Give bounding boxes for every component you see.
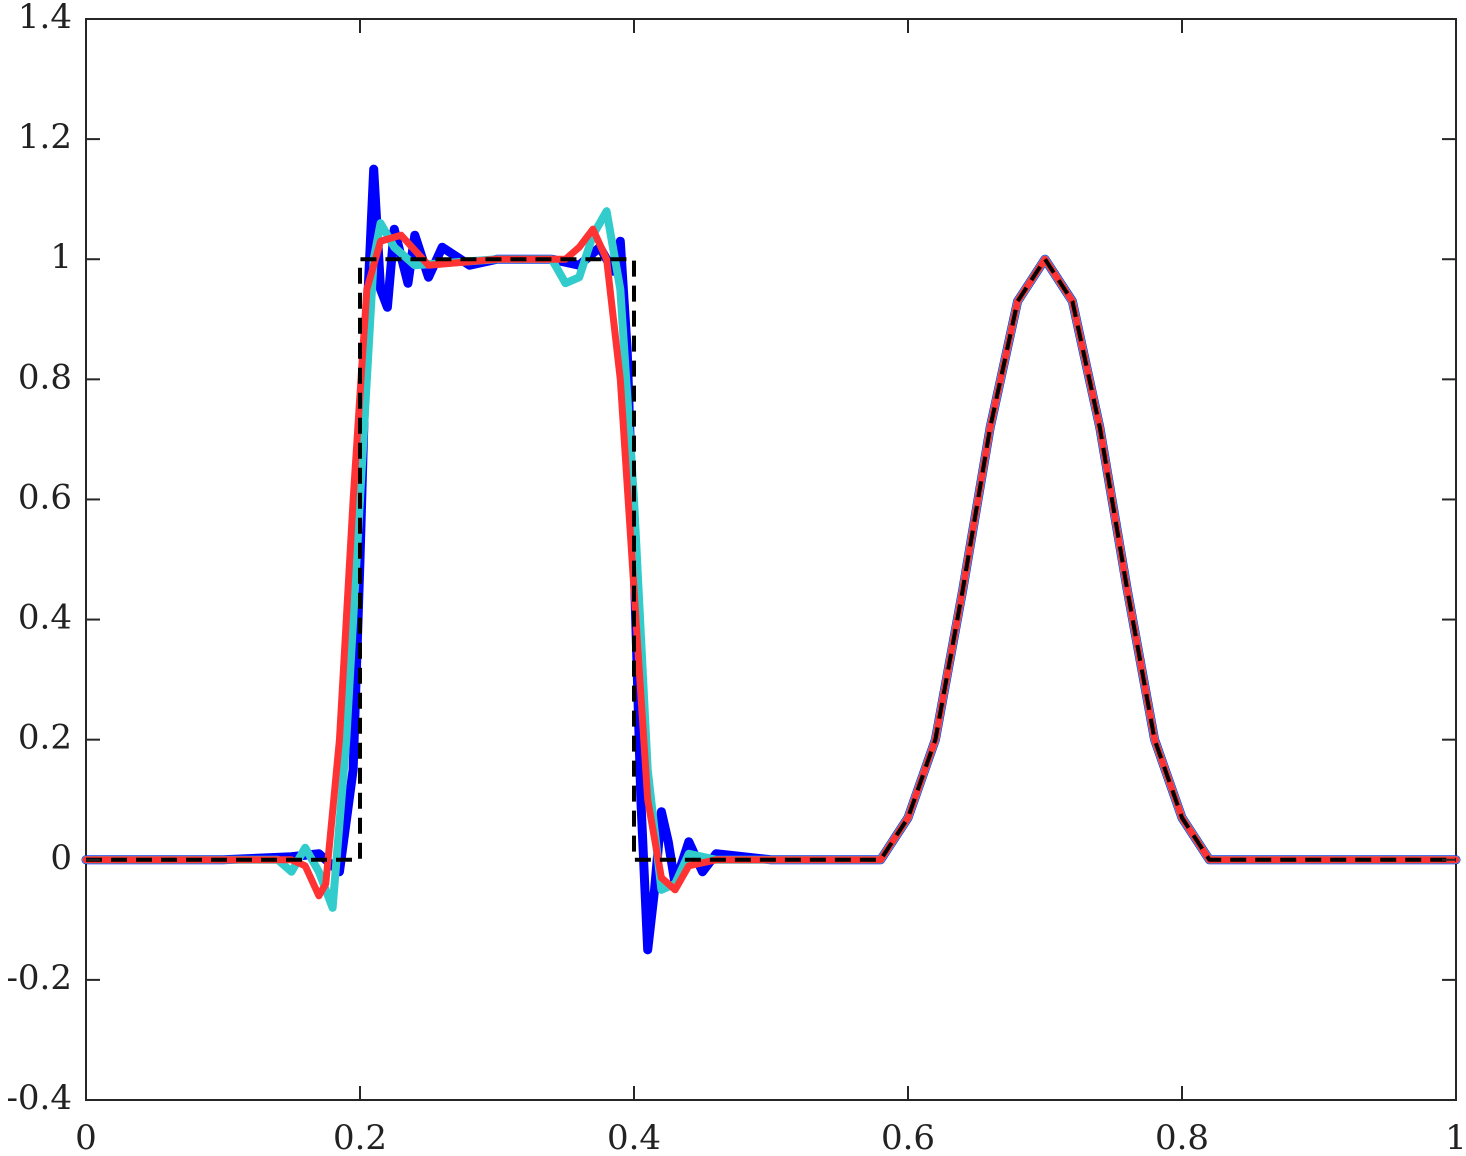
y-tick-label: -0.4 bbox=[6, 1078, 72, 1118]
y-tick-label: 1.2 bbox=[18, 117, 72, 157]
x-tick-label: 0.8 bbox=[1155, 1118, 1209, 1156]
x-tick-label: 1 bbox=[1445, 1118, 1466, 1156]
y-tick-label: 1.4 bbox=[18, 0, 72, 37]
y-tick-label: 1 bbox=[50, 237, 72, 277]
y-tick-label: 0.2 bbox=[18, 718, 72, 758]
x-tick-label: 0.4 bbox=[607, 1118, 661, 1156]
y-tick-label: 0 bbox=[50, 838, 72, 878]
x-tick-label: 0.2 bbox=[333, 1118, 387, 1156]
y-tick-label: 0.6 bbox=[18, 477, 72, 517]
x-tick-label: 0.6 bbox=[881, 1118, 935, 1156]
plot-frame bbox=[85, 18, 1457, 1101]
y-tick-label: -0.2 bbox=[6, 958, 72, 998]
y-tick-label: 0.8 bbox=[18, 357, 72, 397]
y-tick-label: 0.4 bbox=[18, 598, 72, 638]
x-tick-label: 0 bbox=[75, 1118, 97, 1156]
